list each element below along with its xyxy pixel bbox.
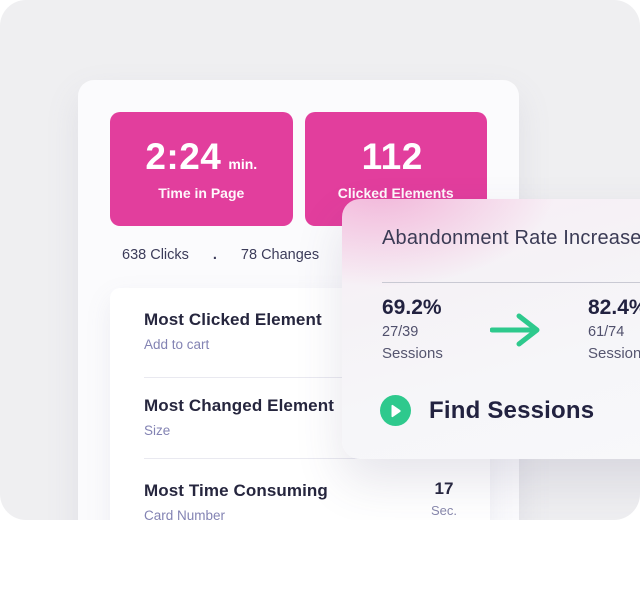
row-value: 17 Sec. [420, 479, 468, 518]
row-subtitle: Card Number [144, 508, 226, 520]
divider [144, 377, 470, 378]
abandonment-rate-card: Abandonment Rate Increase 69.2% 27/39 Se… [342, 199, 640, 459]
find-sessions-label: Find Sessions [429, 396, 595, 424]
divider [382, 282, 640, 283]
row-subtitle: Size [144, 423, 171, 438]
list-item-most-changed[interactable]: Most Changed Element Size [110, 378, 490, 459]
stat-clicks: 638 Clicks [122, 247, 189, 263]
metric-cards-row: 2:24 min. Time in Page 112 Clicked Eleme… [110, 112, 487, 226]
abandonment-card-title: Abandonment Rate Increase [382, 227, 640, 249]
row-title: Most Clicked Element [144, 310, 322, 329]
abandonment-after-stat: 82.4% 61/74 Sessions [588, 296, 640, 362]
metric-card-time-in-page: 2:24 min. Time in Page [110, 112, 293, 226]
stat-separator-dot: . [212, 247, 217, 263]
abandonment-before-stat: 69.2% 27/39 Sessions [382, 296, 443, 362]
divider [144, 458, 470, 459]
after-percent: 82.4% [588, 296, 640, 319]
before-fraction: 27/39 [382, 324, 419, 341]
rounded-background-panel: 2:24 min. Time in Page 112 Clicked Eleme… [0, 0, 640, 520]
list-item-most-clicked[interactable]: Most Clicked Element Add to cart [110, 288, 490, 378]
clicked-elements-label: Clicked Elements [337, 184, 454, 201]
metric-value-row: 2:24 min. [145, 138, 257, 175]
after-sessions-label: Sessions [588, 345, 640, 363]
after-fraction: 61/74 [588, 324, 625, 341]
arrow-right-icon [489, 308, 542, 352]
row-title: Most Time Consuming [144, 481, 328, 500]
row-title: Most Changed Element [144, 396, 334, 415]
metric-value-row: 112 [362, 138, 430, 175]
row-subtitle: Add to cart [144, 337, 210, 352]
metric-card-clicked-elements: 112 Clicked Elements [304, 112, 487, 226]
clicked-elements-value: 112 [361, 135, 423, 177]
find-sessions-button[interactable]: Find Sessions [380, 395, 594, 426]
time-in-page-value: 2:24 [145, 135, 222, 177]
before-sessions-label: Sessions [382, 345, 443, 363]
time-consumed-unit: Sec. [430, 503, 457, 518]
time-in-page-unit: min. [228, 155, 258, 172]
play-icon [380, 395, 411, 426]
stats-summary-row: 638 Clicks . 78 Changes . [122, 247, 347, 263]
before-percent: 69.2% [382, 296, 442, 319]
stat-changes: 78 Changes [240, 247, 320, 263]
time-consumed-value: 17 [434, 479, 454, 498]
time-in-page-label: Time in Page [158, 184, 245, 201]
list-item-most-time-consuming[interactable]: Most Time Consuming Card Number 17 Sec. [110, 459, 490, 520]
